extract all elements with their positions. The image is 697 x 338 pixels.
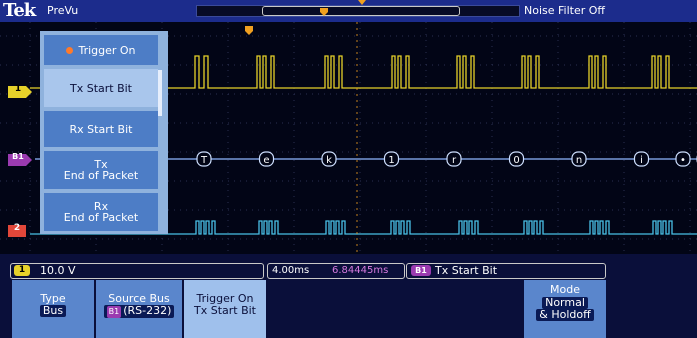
source-bus-badge: B1 bbox=[106, 306, 122, 318]
ch1-waveform bbox=[170, 55, 697, 89]
mode-value-2: & Holdoff bbox=[536, 309, 594, 321]
record-view-window bbox=[262, 6, 460, 16]
bus-packet-label: i bbox=[640, 155, 643, 166]
bus-packet-label: e bbox=[263, 155, 269, 166]
bus-packet bbox=[446, 151, 462, 167]
menu-item-line1: Rx bbox=[93, 200, 109, 213]
status-bar bbox=[0, 254, 697, 280]
ch2-marker[interactable]: 2 bbox=[8, 222, 36, 237]
record-view-bar bbox=[196, 5, 520, 17]
trigger-readout[interactable] bbox=[406, 263, 606, 279]
source-bus-value: B1 (RS-232) bbox=[103, 304, 175, 318]
menu-item-rx-start-bit[interactable]: Rx Start Bit bbox=[44, 111, 158, 147]
bottom-menu-source-bus[interactable]: Source Bus B1 (RS-232) bbox=[96, 280, 182, 338]
acquisition-status: PreVu bbox=[47, 4, 79, 17]
trigger-point-icon bbox=[320, 8, 328, 16]
bus-packet-label: n bbox=[576, 155, 582, 166]
ch1-badge: 1 bbox=[14, 265, 30, 276]
bus-packet bbox=[675, 151, 691, 167]
bus-packet bbox=[196, 151, 212, 167]
menu-item-tx-end-of-packet[interactable]: Tx End of Packet bbox=[44, 151, 158, 189]
trigger-position-icon bbox=[358, 0, 366, 5]
menu-item-tx-start-bit[interactable]: Tx Start Bit bbox=[44, 69, 158, 107]
menu-item-label: Tx Start Bit bbox=[69, 81, 132, 95]
b1-marker-label: B1 bbox=[12, 152, 24, 161]
bus-packet bbox=[633, 151, 650, 167]
bus-badge: B1 bbox=[411, 265, 431, 276]
trigger-on-menu: Trigger On Tx Start Bit Rx Start Bit Tx … bbox=[40, 31, 168, 234]
bus-packet-label: 1 bbox=[388, 155, 394, 166]
menu-item-label: Rx Start Bit bbox=[69, 122, 133, 136]
ch2-marker-icon bbox=[8, 225, 26, 237]
bus-packet bbox=[508, 151, 525, 167]
trigger-on-label: Trigger On bbox=[196, 292, 254, 305]
ch1-marker-icon bbox=[8, 86, 32, 98]
menu-item-line1: Tx bbox=[94, 158, 108, 171]
ch2-marker-label: 2 bbox=[13, 223, 21, 233]
bus-packet bbox=[571, 151, 587, 167]
trigger-on-value: Tx Start Bit bbox=[193, 304, 256, 317]
source-bus-label: Source Bus bbox=[108, 292, 170, 305]
trigger-on-title-label: Trigger On bbox=[78, 43, 136, 57]
menu-item-line2: End of Packet bbox=[63, 169, 139, 182]
bottom-menu-trigger-on[interactable]: Trigger On Tx Start Bit bbox=[184, 280, 266, 338]
trigger-on-title: Trigger On bbox=[44, 35, 158, 65]
trigger-position-marker-icon bbox=[245, 26, 253, 35]
menu-item-rx-end-of-packet[interactable]: Rx End of Packet bbox=[44, 193, 158, 231]
ch1-marker[interactable]: 1 bbox=[8, 83, 36, 98]
bus-packet-label: 0 bbox=[513, 155, 519, 166]
ch1-vertical-scale: 10.0 V bbox=[40, 264, 76, 277]
mode-value-1: Normal bbox=[542, 297, 588, 309]
timebase-value: 4.00ms bbox=[272, 265, 310, 276]
source-bus-text: (RS-232) bbox=[123, 304, 172, 317]
bus-packet bbox=[258, 151, 275, 167]
trigger-source-label: Tx Start Bit bbox=[435, 264, 498, 277]
trigger-dot-icon bbox=[66, 46, 74, 54]
type-label: Type bbox=[40, 292, 66, 305]
record-markers bbox=[320, 0, 366, 16]
mode-label: Mode bbox=[550, 283, 580, 296]
b1-marker[interactable]: B1 bbox=[8, 151, 36, 166]
menu-item-line2: End of Packet bbox=[63, 211, 139, 224]
type-value: Bus bbox=[39, 305, 67, 317]
bottom-menu-mode[interactable]: Mode Normal & Holdoff bbox=[524, 280, 606, 338]
bus-packet bbox=[321, 151, 337, 167]
bus-packet-label: k bbox=[326, 155, 332, 166]
bus-marker-icon bbox=[8, 154, 32, 166]
bus-packet-label: • bbox=[680, 155, 686, 166]
bus-packet-label: T bbox=[200, 155, 208, 166]
noise-filter-status: Noise Filter Off bbox=[524, 4, 605, 17]
tek-logo: Tek bbox=[3, 0, 36, 21]
trigger-delay-value: 6.84445ms bbox=[332, 265, 389, 276]
bottom-menu-type[interactable]: Type Bus bbox=[12, 280, 94, 338]
horizontal-readout[interactable] bbox=[267, 263, 405, 279]
ch2-waveform bbox=[170, 220, 697, 235]
menu-scroll-indicator[interactable] bbox=[158, 70, 162, 116]
bus-packet-label: r bbox=[452, 155, 457, 166]
ch1-marker-label: 1 bbox=[14, 84, 22, 94]
bus-packet bbox=[383, 151, 400, 167]
ch1-readout[interactable] bbox=[10, 263, 264, 279]
